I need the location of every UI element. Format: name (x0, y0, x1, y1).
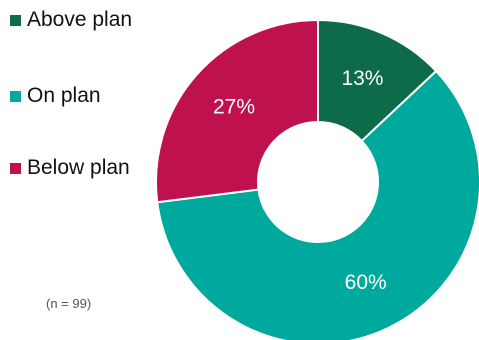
slice-label-below-plan: 27% (213, 95, 255, 118)
slice-label-on-plan: 60% (345, 271, 387, 294)
legend-label-below-plan: Below plan (27, 156, 130, 179)
legend-item-above-plan: Above plan (10, 8, 132, 32)
slice-label-above-plan: 13% (341, 67, 383, 90)
legend-item-below-plan: Below plan (10, 156, 130, 180)
slice-on-plan (156, 69, 479, 340)
sample-size-note: (n = 99) (46, 296, 92, 311)
slice-above-plan (317, 18, 438, 143)
legend-item-on-plan: On plan (10, 84, 101, 108)
legend-swatch-below-plan (10, 162, 21, 174)
legend-label-on-plan: On plan (27, 84, 101, 107)
legend-swatch-on-plan (10, 90, 21, 102)
slice-below-plan (155, 18, 319, 204)
legend-label-above-plan: Above plan (27, 8, 133, 31)
legend-swatch-above-plan (10, 14, 21, 26)
